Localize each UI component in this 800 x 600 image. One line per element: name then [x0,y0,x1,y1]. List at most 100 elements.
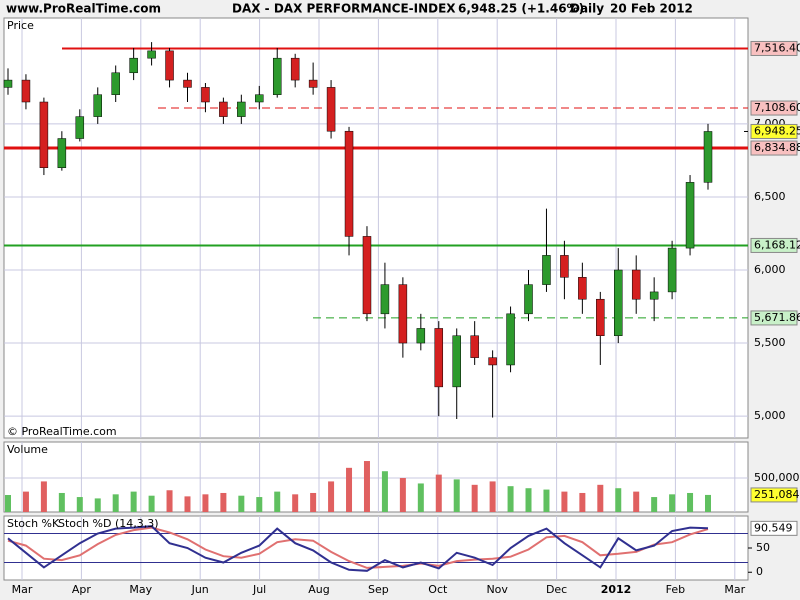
period: Daily [570,2,604,16]
candle-body [308,79,318,88]
candle-body [201,87,210,103]
level-box [750,40,798,56]
volume-bar [651,497,658,512]
candle-body [290,57,300,81]
candle-body [560,255,569,278]
volume-bar [381,471,388,512]
candle-body [667,247,677,293]
candle-body [506,313,515,366]
volume-bar [256,497,263,512]
panel-label: Volume [7,443,48,456]
volume-bar [615,488,622,512]
volume-bar [274,491,281,512]
x-tick-label: Dec [546,583,567,596]
value-box [750,487,798,503]
candle-body [398,284,408,344]
volume-bar [94,498,101,512]
y-tick-label: 0 [756,565,763,578]
volume-bar [561,491,568,512]
level-box [750,237,798,253]
candle-body [165,50,174,81]
value-box-label: 251,084 [754,488,800,501]
volume-bar [525,488,532,512]
volume-bar [148,495,155,512]
volume-bar [507,486,514,512]
level-label: 5,671.86 [754,311,800,324]
x-tick-label: May [129,583,152,596]
candle-body [183,79,192,88]
volume-bar [76,497,83,512]
volume-bar [40,481,47,512]
volume-bar [22,491,29,512]
panel-label: Stoch %D (14,3,3) [58,517,159,530]
x-tick-label: Oct [428,583,448,596]
x-tick-label: Nov [486,583,508,596]
x-tick-label: Jul [252,583,266,596]
volume-bar [471,484,478,512]
x-tick-label: Jun [191,583,209,596]
level-label: 6,834.88 [754,141,800,154]
candle-body [326,87,336,132]
candle-body [685,182,695,249]
candle-body [452,335,461,388]
volume-bar [579,492,586,512]
candle-body [434,328,444,388]
x-tick-label: Sep [368,583,389,596]
volume-bar [328,481,335,512]
stoch-line [7,526,709,569]
y-tick-label: 5,500 [754,336,786,349]
volume-bar [292,494,299,512]
candle-body [21,79,31,103]
value-box-label: 90.549 [754,521,793,534]
panel-label: Stoch %K [7,517,60,530]
volume-bar [687,492,694,512]
candle-body [57,138,67,168]
stoch-panel [3,515,749,581]
level-box [750,100,798,116]
candle-body [703,131,713,183]
x-tick-label: Aug [308,583,329,596]
volume-bar [310,492,317,512]
candle-body [272,57,282,95]
candle-body [255,94,264,103]
candle-body [219,101,228,117]
quote: 6,948.25 (+1.46%) [458,2,584,16]
value-box-label: 6,948.25 [754,124,800,137]
candle-body [416,328,426,344]
candle-body [470,335,479,358]
value-box [750,123,798,139]
candle-body [75,116,85,139]
candle-body [578,277,587,300]
candle-body [614,269,623,336]
volume-bar [705,494,711,512]
candle-body [524,284,533,315]
level-box [750,310,798,326]
volume-bar [633,491,640,512]
level-label: 6,168.12 [754,238,800,251]
title: DAX - DAX PERFORMANCE-INDEX [232,2,456,16]
volume-bar [346,467,353,512]
volume-bar [453,479,460,512]
site: www.ProRealTime.com [6,2,161,16]
candle-body [111,72,120,95]
volume-bar [184,496,191,512]
level-box [750,140,798,156]
volume-bar [669,494,676,512]
volume-bar [5,495,11,512]
candle-body [147,50,156,59]
candle-body [631,269,641,300]
y-tick-label: 6,000 [754,263,786,276]
volume-bar [543,489,550,512]
volume-bar [238,495,245,512]
date: 20 Feb 2012 [610,2,693,16]
volume-bar [112,494,119,512]
x-tick-label: Mar [12,583,33,596]
volume-bar [399,478,406,512]
level-label: 7,108.60 [754,101,800,114]
x-tick-label: Mar [724,583,745,596]
candle-body [129,57,138,74]
volume-bar [166,490,173,512]
volume-bar [597,484,604,512]
volume-bar [220,492,227,512]
